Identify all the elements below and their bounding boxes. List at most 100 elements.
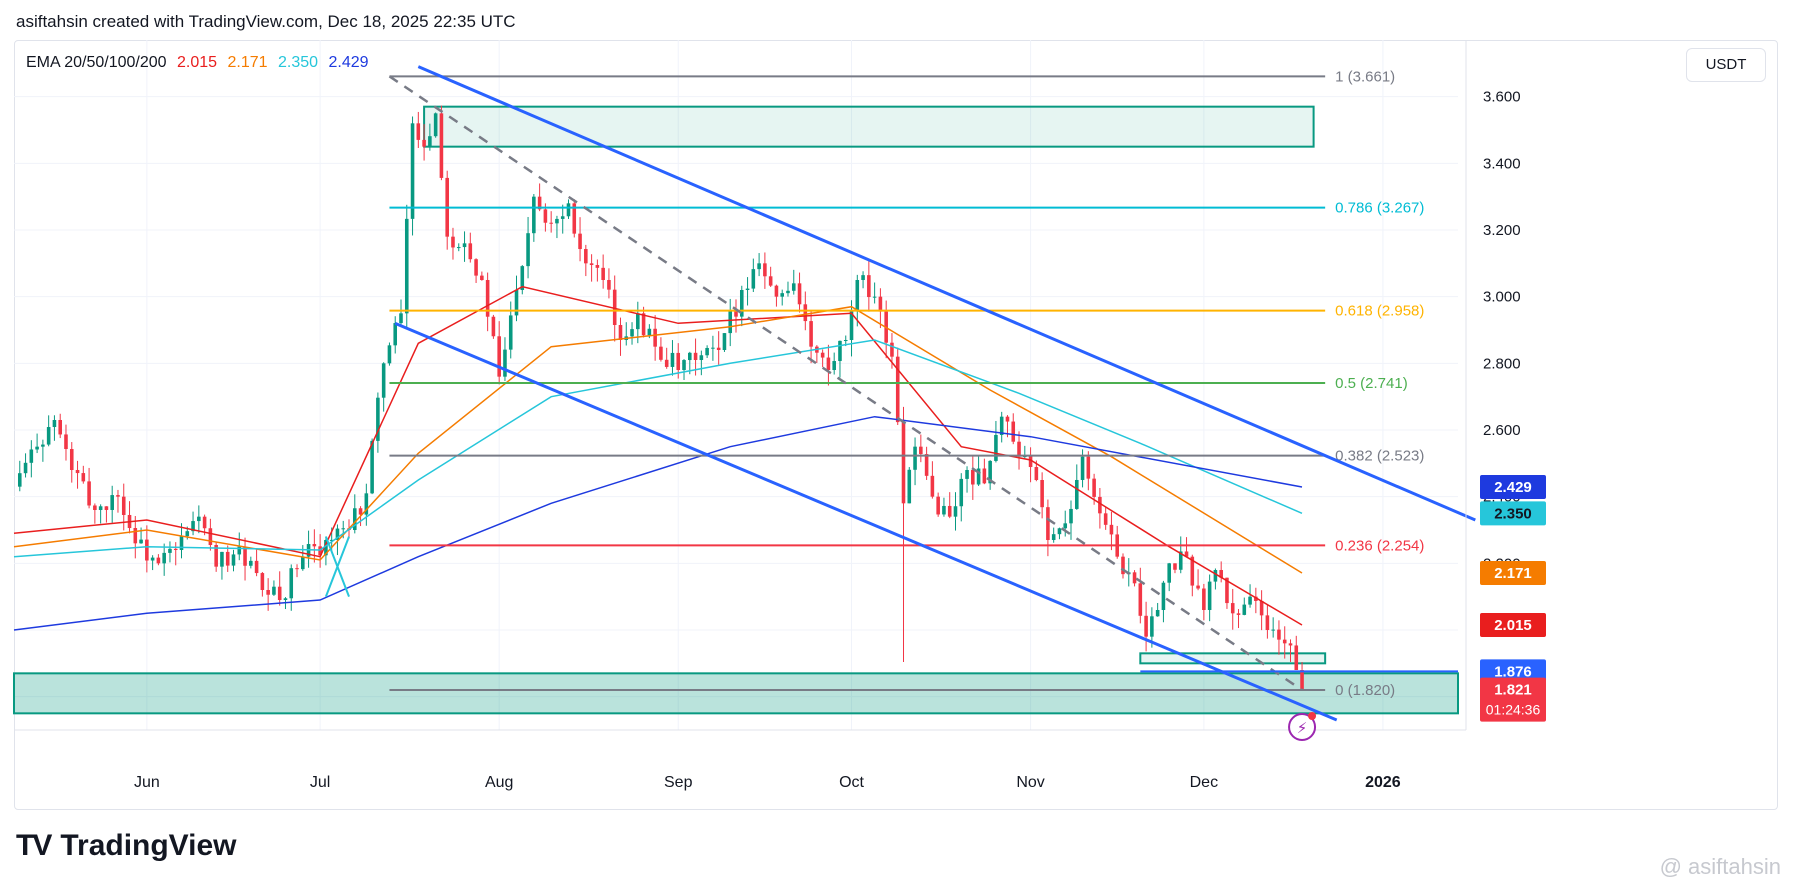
candle-body [381,363,386,398]
candle-body [537,196,542,210]
candle-body [965,470,969,479]
candle-body [456,247,461,249]
candle-body [329,539,334,541]
candle-body [803,304,808,322]
candle-body [584,249,588,264]
currency-selector-button[interactable]: USDT [1686,48,1766,82]
candle-body [1173,563,1177,570]
x-axis-tick-label: Jun [134,774,160,791]
candle-body [722,333,727,350]
candle-body [976,468,981,485]
candle-body [1254,596,1258,601]
candle-body [919,446,923,455]
supply-demand-zone [13,672,1459,715]
candle-body [220,551,224,567]
candle-body [277,586,282,600]
candle-body [855,280,860,312]
candle-body [947,505,952,517]
candle-body [451,236,455,248]
ema-legend[interactable]: EMA 20/50/100/200 2.015 2.171 2.350 2.42… [26,54,375,72]
ema-line [13,415,1303,631]
candle-body [1184,551,1189,557]
fib-level-label: 0 (1.820) [1335,682,1395,699]
candle-body [29,449,34,463]
candle-body [433,113,438,137]
candle-body [468,243,473,260]
lightning-icon [1288,713,1317,741]
candle-body [150,557,155,561]
candle-body [214,545,218,567]
candle-body [705,347,709,356]
candle-body [387,345,392,364]
candle-body [1063,523,1068,529]
y-axis-tick-label: 2.800 [1483,355,1521,372]
candle-body [121,496,126,515]
candle-body [739,290,744,317]
y-axis-tick-label: 3.400 [1483,155,1521,172]
candle-body [1138,583,1143,616]
candle-body [52,420,57,428]
candle-body [1017,441,1021,457]
tradingview-logo[interactable]: TV TradingView [16,829,237,862]
candle-body [907,469,912,504]
candle-body [768,276,773,286]
candle-body [1074,479,1079,509]
lightning-glyph: ⚡ [1297,719,1308,737]
fib-level-label: 0.786 (3.267) [1335,200,1424,217]
candle-body [1288,643,1293,646]
candle-body [901,422,906,504]
candle-body [849,311,854,340]
candle-body [1150,616,1154,637]
price-label-text: 2.015 [1494,617,1532,634]
candle-body [35,446,39,450]
candle-body [410,123,415,219]
candle-body [416,123,421,140]
ema-line [13,339,1303,558]
candle-body [543,209,548,223]
candle-body [612,289,617,325]
candle-body [17,473,22,487]
candle-body [422,139,426,147]
candle-body [1109,524,1114,535]
candle-body [1046,507,1050,540]
price-label-text: 2.350 [1494,505,1532,522]
y-axis-tick-label: 3.000 [1483,289,1521,306]
candle-body [999,416,1004,435]
candle-body [878,296,883,312]
price-label-box [1480,659,1546,684]
candle-body [376,397,380,441]
candle-body [607,280,611,290]
tradingview-logo-icon: TV [16,829,52,862]
fib-level-label: 0.236 (2.254) [1335,537,1424,554]
candle-body [133,528,138,544]
candle-body [231,554,236,566]
candle-body [98,506,103,510]
candle-body [352,508,357,530]
y-axis-tick-label: 3.600 [1483,89,1521,106]
x-axis-tick-label: Sep [664,774,693,791]
candle-body [971,470,975,485]
candle-body [508,315,513,350]
price-label-box [1480,561,1546,585]
ema-200-value: 2.429 [328,54,369,71]
price-label-box [1480,677,1546,722]
candle-body [301,556,305,570]
candle-body [341,528,346,530]
candle-body [139,539,143,544]
candle-body [659,346,663,360]
author-watermark: @ asiftahsin [1659,854,1781,879]
candle-body [532,196,536,234]
candle-body [1190,556,1195,586]
candle-body [589,263,594,266]
candle-body [23,462,28,474]
candle-body [555,218,559,224]
candle-body [1196,585,1200,589]
cross-marker [324,536,350,598]
candle-body [942,505,946,515]
candle-body [202,516,207,529]
candle-body [358,508,363,515]
candle-body [428,136,432,147]
candle-body [1144,615,1148,637]
candle-body [1161,582,1166,610]
